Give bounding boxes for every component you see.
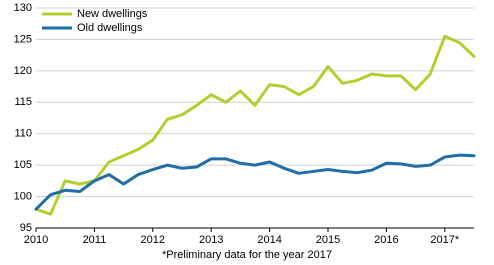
y-tick-label: 95: [20, 222, 32, 234]
x-tick-label: 2015: [316, 234, 340, 246]
x-tick-label: 2013: [199, 234, 223, 246]
y-tick-label: 110: [14, 128, 32, 140]
y-tick-label: 130: [14, 2, 32, 14]
y-tick-label: 120: [14, 65, 32, 77]
series-line: [34, 153, 476, 211]
y-tick-label: 105: [14, 159, 32, 171]
legend-label: New dwellings: [77, 8, 148, 20]
footnote: *Preliminary data for the year 2017: [162, 249, 332, 261]
x-tick-label: 2011: [83, 234, 107, 246]
x-tick-label: 2017*: [430, 234, 459, 246]
y-tick-label: 115: [14, 96, 32, 108]
y-tick-label: 100: [14, 190, 32, 202]
x-tick-label: 2016: [374, 234, 398, 246]
x-tick-label: 2010: [24, 234, 48, 246]
legend-label: Old dwellings: [77, 22, 143, 34]
series-line: [34, 34, 476, 216]
x-tick-label: 2014: [257, 234, 281, 246]
y-tick-label: 125: [14, 33, 32, 45]
x-tick-label: 2012: [141, 234, 165, 246]
